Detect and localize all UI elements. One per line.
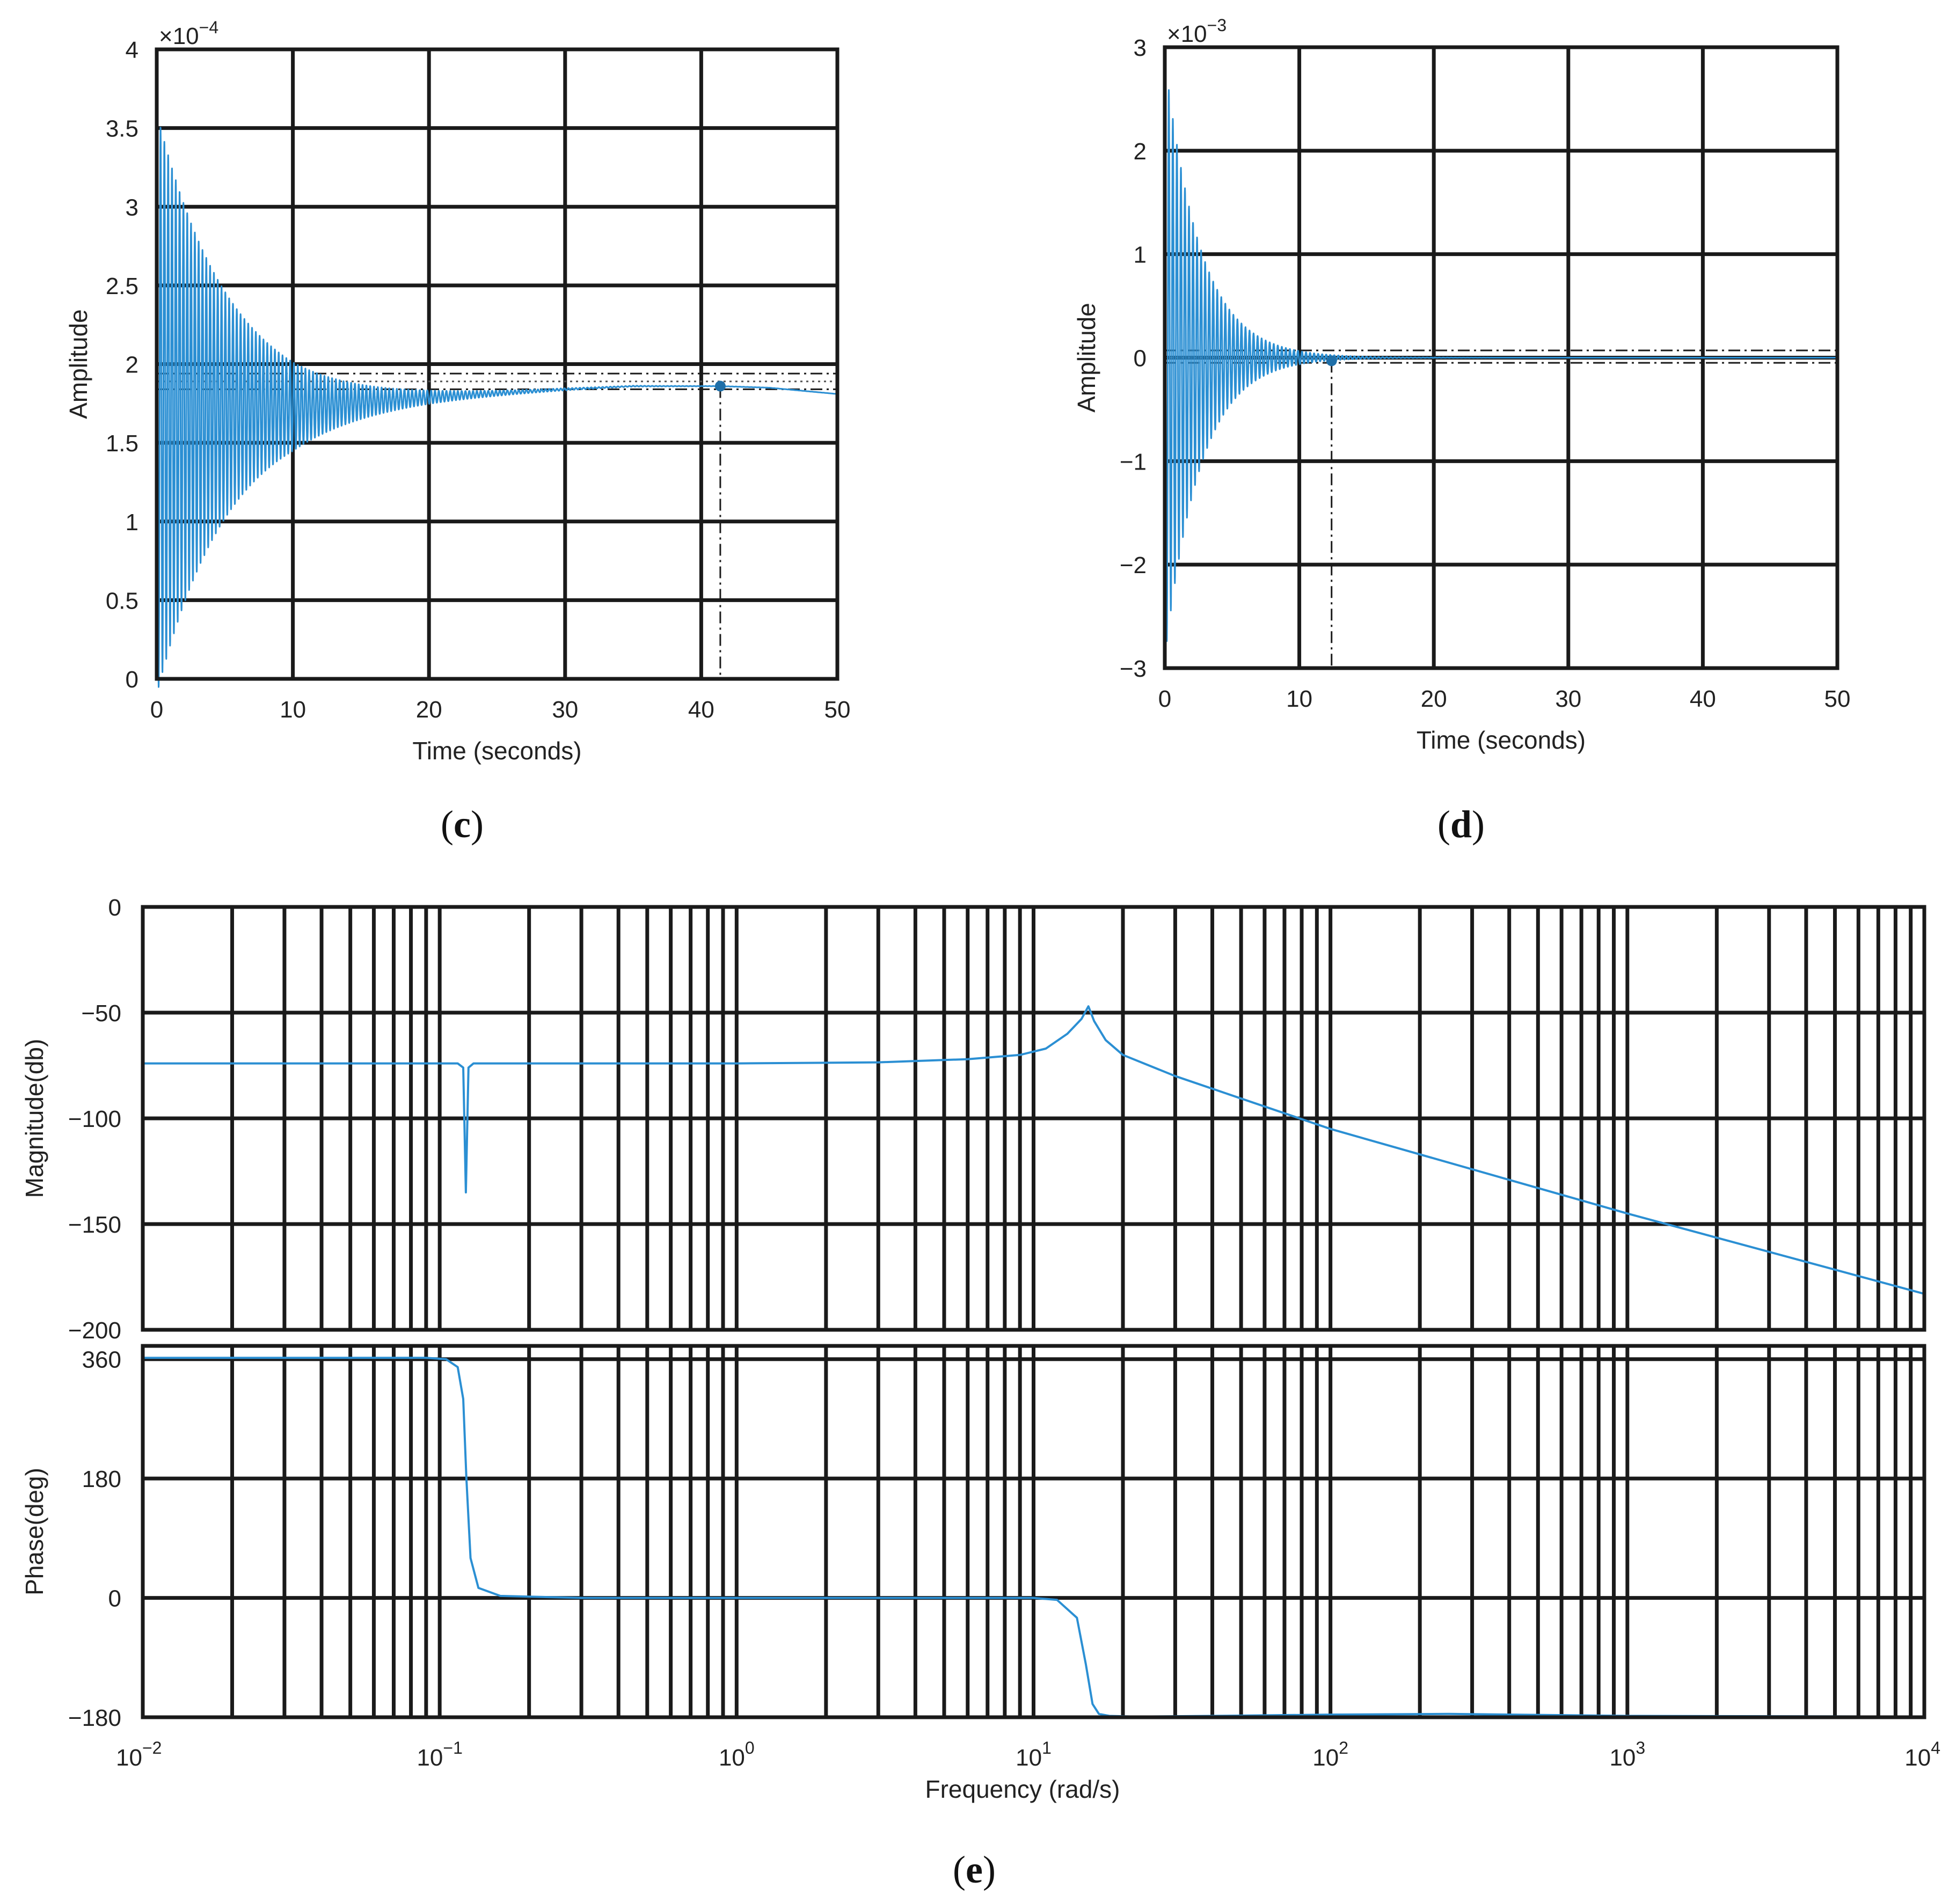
y-tick-label: −100 [68,1106,121,1132]
plot-frame [155,47,840,681]
x-tick-label: 40 [1690,686,1716,712]
caption-d: (d) [1437,803,1485,846]
y-axis-label: Amplitude [1072,303,1100,413]
y-axis-label: Magnitude(db) [20,1039,48,1198]
x-axis-label: Time (seconds) [1417,726,1586,754]
x-tick-label: 103 [1609,1738,1645,1771]
plot-frame [141,1344,1926,1719]
caption-c: (c) [441,803,484,846]
y-tick-label: −150 [68,1212,121,1238]
x-tick-label: 101 [1016,1738,1052,1771]
y-tick-label: 2 [1134,138,1147,165]
x-tick-label: 50 [1824,686,1851,712]
settling-time-marker [1326,355,1337,367]
x-tick-label: 0 [1158,686,1171,712]
chart-c-time-response: 0 10 20 30 40 50 0 0.5 1 1.5 2 2.5 3 3.5 4 ×10−4 Time (s… [64,18,850,765]
y-tick-label: 180 [82,1466,121,1492]
y-tick-label: −3 [1120,656,1147,682]
y-axis-label: Phase(deg) [20,1468,48,1595]
y-tick-label: 0 [126,667,138,693]
y-tick-label: 0 [1134,346,1147,372]
y-tick-label: 0 [108,895,121,921]
x-tick-label: 40 [688,697,714,723]
x-tick-label: 30 [1555,686,1581,712]
x-tick-label: 20 [416,697,442,723]
y-tick-label: 1 [1134,242,1147,268]
magnitude-curve [143,1005,1925,1295]
x-tick-label: 10 [280,697,306,723]
y-tick-label: −1 [1120,449,1147,475]
y-exponent-label: ×10−3 [1167,16,1227,47]
chart-d-time-response: 0 10 20 30 40 50 −3 −2 −1 0 1 2 3 ×10−3 Time (seconds)… [1072,16,1850,754]
chart-e-bode-phase: −180 0 180 360 10−2 10−1 100 101 102 103 104 Freque… [20,1344,1940,1803]
y-tick-label: −2 [1120,552,1147,578]
y-tick-label: 3 [126,194,138,221]
y-tick-label: 2.5 [106,273,138,299]
y-exponent-label: ×10−4 [159,18,218,49]
x-tick-label: 102 [1312,1738,1348,1771]
plot-frame [1163,45,1839,670]
y-tick-label: −200 [68,1317,121,1344]
y-tick-label: 1 [126,509,138,536]
x-tick-label: 50 [824,697,851,723]
y-tick-label: 0 [108,1586,121,1612]
y-tick-label: 0.5 [106,588,138,614]
y-tick-label: 2 [126,352,138,378]
y-tick-label: 1.5 [106,430,138,457]
x-tick-label: 30 [552,697,578,723]
y-axis-label: Amplitude [64,309,92,419]
y-tick-label: 3 [1134,35,1147,61]
x-tick-label: 10−2 [116,1738,162,1771]
x-tick-label: 10 [1286,686,1312,712]
y-tick-label: 4 [126,37,138,63]
y-tick-label: −50 [81,1000,121,1027]
y-tick-label: −180 [68,1705,121,1731]
x-tick-label: 100 [719,1738,755,1771]
x-tick-label: 10−1 [417,1738,462,1771]
response-curve [1164,57,1838,642]
y-tick-label: 360 [82,1347,121,1373]
x-axis-label: Time (seconds) [412,737,581,765]
x-tick-label: 20 [1421,686,1447,712]
x-axis-label: Frequency (rad/s) [925,1775,1120,1803]
chart-e-bode-magnitude: −200 −150 −100 −50 0 Magnitude(db) [20,895,1926,1344]
caption-e: (e) [953,1848,996,1891]
x-tick-label: 0 [150,697,163,723]
y-tick-label: 3.5 [106,116,138,142]
settling-time-marker [714,380,726,392]
x-tick-label: 104 [1904,1738,1940,1771]
plot-frame [141,905,1926,1332]
